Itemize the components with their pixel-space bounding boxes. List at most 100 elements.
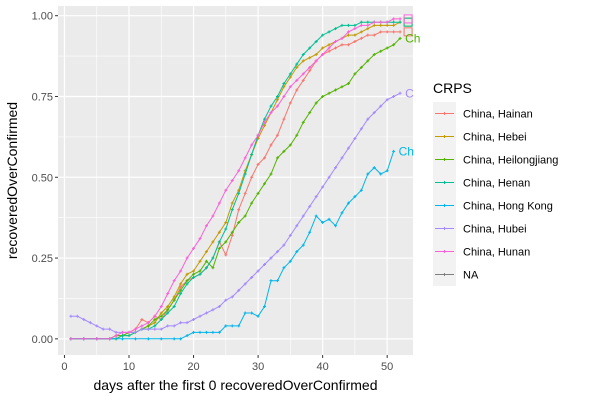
series-point: [321, 52, 325, 56]
series-point: [366, 33, 370, 37]
series-point: [275, 279, 279, 283]
series-point: [359, 23, 363, 27]
series-point: [211, 308, 215, 312]
series-point: [256, 191, 260, 195]
legend-key-point: [443, 250, 446, 253]
series-point: [211, 266, 215, 270]
legend-item: China, Hubei: [433, 217, 527, 240]
series-point: [185, 282, 189, 286]
x-tick-label: 10: [123, 361, 135, 373]
series-point: [275, 133, 279, 137]
series-point: [314, 52, 318, 56]
series-point: [366, 172, 370, 176]
series-point: [379, 23, 383, 27]
series-point: [398, 17, 402, 21]
series-point: [185, 334, 189, 338]
x-tick-label: 20: [187, 361, 199, 373]
series-point: [308, 46, 312, 50]
series-point: [217, 305, 221, 309]
series-point: [179, 285, 183, 289]
series-point: [237, 169, 241, 173]
series-layer: [69, 17, 402, 341]
series-point: [372, 52, 376, 56]
series-point: [185, 272, 189, 276]
series-point: [346, 30, 350, 34]
series-point: [282, 94, 286, 98]
series-point: [398, 91, 402, 95]
series-point: [192, 246, 196, 250]
series-point: [346, 33, 350, 37]
series-point: [308, 69, 312, 73]
series-point: [392, 20, 396, 24]
series-point: [179, 337, 183, 341]
series-point: [334, 27, 338, 31]
series-point: [263, 117, 267, 121]
legend-item: NA: [433, 263, 479, 286]
series-point: [224, 324, 228, 328]
series-point: [314, 40, 318, 44]
legend-key-point: [443, 135, 446, 138]
series-point: [392, 94, 396, 98]
series-point: [95, 324, 99, 328]
series-point: [301, 243, 305, 247]
legend-label: China, Hubei: [463, 224, 527, 236]
series-point: [359, 188, 363, 192]
y-tick-label: 1.00: [32, 11, 53, 23]
series-point: [359, 65, 363, 69]
x-axis-ticks: 0 10 20 30 40 50: [61, 355, 393, 373]
series-point: [385, 20, 389, 24]
series-point: [301, 214, 305, 218]
series-point: [379, 20, 383, 24]
series-point: [359, 127, 363, 131]
end-labels: Ch Ch C: [399, 14, 420, 158]
x-tick-label: 50: [381, 361, 393, 373]
series-end-marker: [403, 14, 413, 24]
panel-background: [58, 6, 413, 355]
series-point: [250, 143, 254, 147]
series-point: [346, 82, 350, 86]
series-point: [153, 317, 157, 321]
x-tick-label: 40: [317, 361, 329, 373]
series-point: [146, 327, 150, 331]
series-point: [379, 30, 383, 34]
x-tick-label: 30: [252, 361, 264, 373]
series-point: [321, 46, 325, 50]
series-point: [192, 272, 196, 276]
series-point: [250, 175, 254, 179]
series-point: [334, 40, 338, 44]
series-point: [288, 75, 292, 79]
series-point: [192, 317, 196, 321]
series-point: [282, 243, 286, 247]
series-point: [256, 162, 260, 166]
series-point: [263, 182, 267, 186]
series-point: [75, 314, 79, 318]
series-point: [372, 23, 376, 27]
series-point: [69, 314, 73, 318]
series-point: [153, 321, 157, 325]
series-point: [314, 101, 318, 105]
legend: CRPS China, Hainan China, Hebei China, Hei…: [433, 80, 558, 286]
legend-item: China, Heilongjiang: [433, 148, 558, 171]
series-point: [230, 295, 234, 299]
legend-label: China, Henan: [463, 178, 530, 190]
series-point: [392, 43, 396, 47]
series-point: [224, 298, 228, 302]
series-point: [159, 327, 163, 331]
series-point: [230, 208, 234, 212]
series-point: [166, 292, 170, 296]
series-point: [140, 324, 144, 328]
series-point: [179, 269, 183, 273]
series-point: [224, 227, 228, 231]
series-point: [172, 337, 176, 341]
series-point: [295, 224, 299, 228]
series-point: [217, 330, 221, 334]
legend-label: China, Heilongjiang: [463, 155, 558, 167]
series-point: [237, 208, 241, 212]
series-point: [146, 337, 150, 341]
series-point: [179, 321, 183, 325]
series-point: [334, 166, 338, 170]
series-point: [179, 292, 183, 296]
series-point: [166, 311, 170, 315]
series-point: [327, 49, 331, 53]
series-point: [263, 156, 267, 160]
